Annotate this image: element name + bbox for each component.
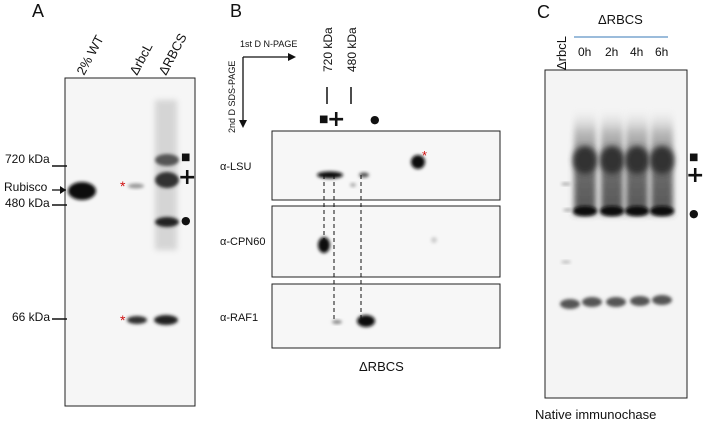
symbol-plus-b: + bbox=[327, 107, 345, 132]
panel-b-letter: B bbox=[230, 1, 242, 21]
symbol-plus-c: + bbox=[686, 163, 704, 188]
first-d-label: 1st D N-PAGE bbox=[240, 39, 297, 49]
band-rbcl-720 bbox=[128, 183, 144, 189]
panel-b-caption: ΔRBCS bbox=[359, 359, 404, 374]
spot-raf1-720 bbox=[332, 320, 342, 324]
second-d-label: 2nd D SDS-PAGE bbox=[227, 61, 237, 133]
timepoint-2h: 2h bbox=[605, 45, 618, 59]
first-d-arrowhead bbox=[288, 53, 296, 61]
blot-lsu bbox=[271, 130, 501, 201]
band-c-2h-low bbox=[606, 297, 626, 307]
band-c-0h-480 bbox=[573, 206, 597, 216]
spot-raf1-480 bbox=[357, 315, 375, 327]
band-c-2h-480 bbox=[600, 206, 624, 216]
blot-raf1 bbox=[271, 283, 501, 349]
band-c-rbcl-low bbox=[560, 299, 580, 309]
band-rbcs-upper bbox=[155, 154, 179, 166]
band-c-6h-high bbox=[650, 146, 674, 174]
band-c-4h-low bbox=[630, 296, 650, 306]
timepoint-0h: 0h bbox=[578, 45, 591, 59]
timepoint-4h: 4h bbox=[630, 45, 643, 59]
group-title: ΔRBCS bbox=[598, 12, 643, 27]
band-wt-rubisco bbox=[68, 182, 96, 200]
rubisco-arrowhead bbox=[60, 186, 66, 194]
lane-label-c-deltarbcl: ΔrbcL bbox=[554, 36, 569, 70]
speck-c-1 bbox=[561, 182, 571, 186]
second-d-arrowhead bbox=[239, 120, 247, 128]
panel-c-caption: Native immunochase bbox=[535, 407, 656, 422]
spot-lsu-free bbox=[411, 155, 425, 169]
marker-label-480: 480 kDa bbox=[5, 196, 50, 210]
blot-cpn60 bbox=[271, 205, 501, 278]
speck-c-3 bbox=[561, 260, 571, 264]
band-c-6h-480 bbox=[650, 206, 674, 216]
spot-cpn60 bbox=[318, 237, 330, 253]
blot-label-lsu: α-LSU bbox=[220, 161, 251, 173]
symbol-plus-a: + bbox=[178, 165, 196, 190]
blot-label-raf1: α-RAF1 bbox=[220, 312, 258, 324]
lane-label-deltarbcl: ΔrbcL bbox=[126, 40, 155, 77]
size-label-720: 720 kDa bbox=[321, 27, 335, 72]
spot-lsu-faint bbox=[350, 183, 356, 187]
band-rbcs-720 bbox=[155, 172, 179, 188]
band-c-6h-low bbox=[652, 295, 672, 305]
timepoint-6h: 6h bbox=[655, 45, 668, 59]
symbol-dot-c: ● bbox=[689, 207, 699, 220]
spot-cpn60-faint bbox=[431, 237, 437, 243]
band-rbcs-66 bbox=[154, 315, 178, 325]
asterisk-a-lower: * bbox=[120, 312, 126, 328]
band-rbcs-480 bbox=[155, 217, 179, 227]
asterisk-a-upper: * bbox=[120, 178, 126, 194]
symbol-dot-b: ● bbox=[370, 113, 380, 126]
size-label-480: 480 kDa bbox=[345, 27, 359, 72]
marker-label-720: 720 kDa bbox=[5, 152, 50, 166]
symbol-dot-a: ● bbox=[181, 214, 191, 227]
band-c-0h-low bbox=[582, 297, 602, 307]
band-c-2h-high bbox=[600, 146, 624, 174]
symbol-square-a: ■ bbox=[181, 152, 190, 163]
asterisk-b: * bbox=[422, 148, 427, 163]
panel-c-letter: C bbox=[537, 2, 550, 22]
band-rbcl-66 bbox=[127, 316, 147, 324]
band-c-0h-high bbox=[573, 146, 597, 174]
blot-label-cpn60: α-CPN60 bbox=[220, 236, 265, 248]
marker-label-66: 66 kDa bbox=[12, 310, 50, 324]
lane-label-deltarbcs: ΔRBCS bbox=[155, 31, 189, 78]
band-c-4h-high bbox=[625, 146, 649, 174]
symbol-square-b: ■ bbox=[319, 114, 328, 125]
band-c-4h-480 bbox=[625, 206, 649, 216]
symbol-square-c: ■ bbox=[689, 152, 698, 163]
speck-c-2 bbox=[563, 208, 573, 212]
spot-lsu-720 bbox=[317, 171, 343, 179]
lane-label-2pct-wt: 2% WT bbox=[73, 33, 106, 78]
panel-a-letter: A bbox=[32, 1, 44, 21]
rubisco-label: Rubisco bbox=[4, 180, 48, 194]
